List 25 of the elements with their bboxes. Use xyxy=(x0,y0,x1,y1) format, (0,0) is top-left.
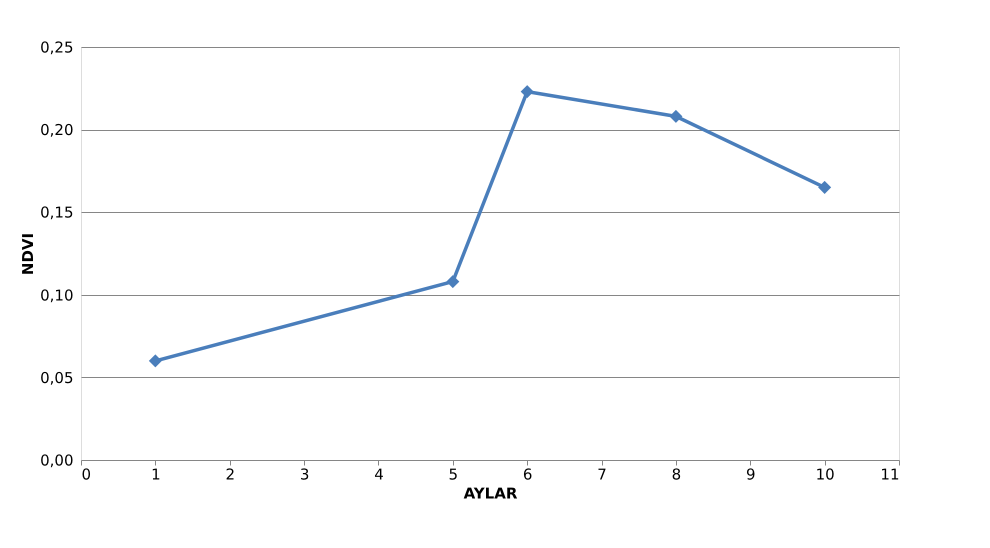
y-axis-title: NDVI xyxy=(19,232,38,276)
y-tick-label: 0,00 xyxy=(40,452,74,470)
x-tick-label: 5 xyxy=(448,466,458,484)
y-tick-label: 0,05 xyxy=(40,368,74,387)
x-tick-label: 1 xyxy=(151,466,161,484)
x-tick-label: 4 xyxy=(374,466,384,484)
x-tick-label: 8 xyxy=(672,466,682,484)
y-tick-label: 0,10 xyxy=(40,286,74,304)
point xyxy=(148,354,162,368)
x-tick-label: 9 xyxy=(746,466,756,484)
y-tick-label: 0,25 xyxy=(40,38,74,56)
x-tick-label: 3 xyxy=(300,466,310,484)
point xyxy=(818,180,832,194)
point xyxy=(669,110,682,123)
x-tick-label: 7 xyxy=(597,466,607,484)
point xyxy=(446,275,460,288)
point xyxy=(520,85,534,98)
y-tick-label: 0,20 xyxy=(40,121,74,140)
x-tick-label: 11 xyxy=(880,466,900,484)
x-tick-label: 10 xyxy=(816,466,835,484)
x-tick-label: 6 xyxy=(522,466,532,484)
x-tick-label: 0 xyxy=(82,466,92,484)
x-axis-title: AYLAR xyxy=(464,484,518,502)
y-tick-label: 0,15 xyxy=(40,204,74,222)
x-tick-label: 2 xyxy=(225,466,235,484)
